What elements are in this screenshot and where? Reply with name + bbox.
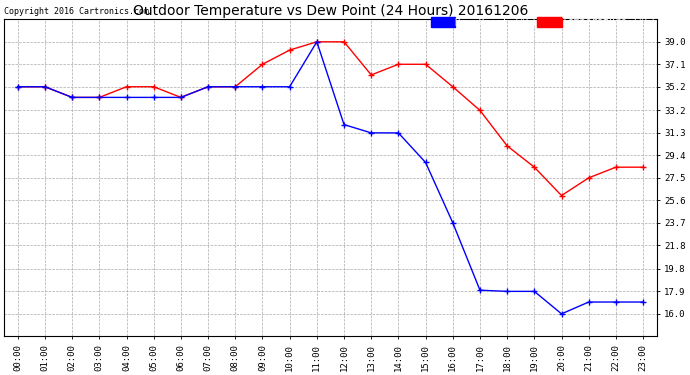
Title: Outdoor Temperature vs Dew Point (24 Hours) 20161206: Outdoor Temperature vs Dew Point (24 Hou…	[132, 4, 528, 18]
Legend: Dew Point (°F), Temperature (°F): Dew Point (°F), Temperature (°F)	[430, 16, 657, 28]
Text: Copyright 2016 Cartronics.com: Copyright 2016 Cartronics.com	[4, 7, 149, 16]
